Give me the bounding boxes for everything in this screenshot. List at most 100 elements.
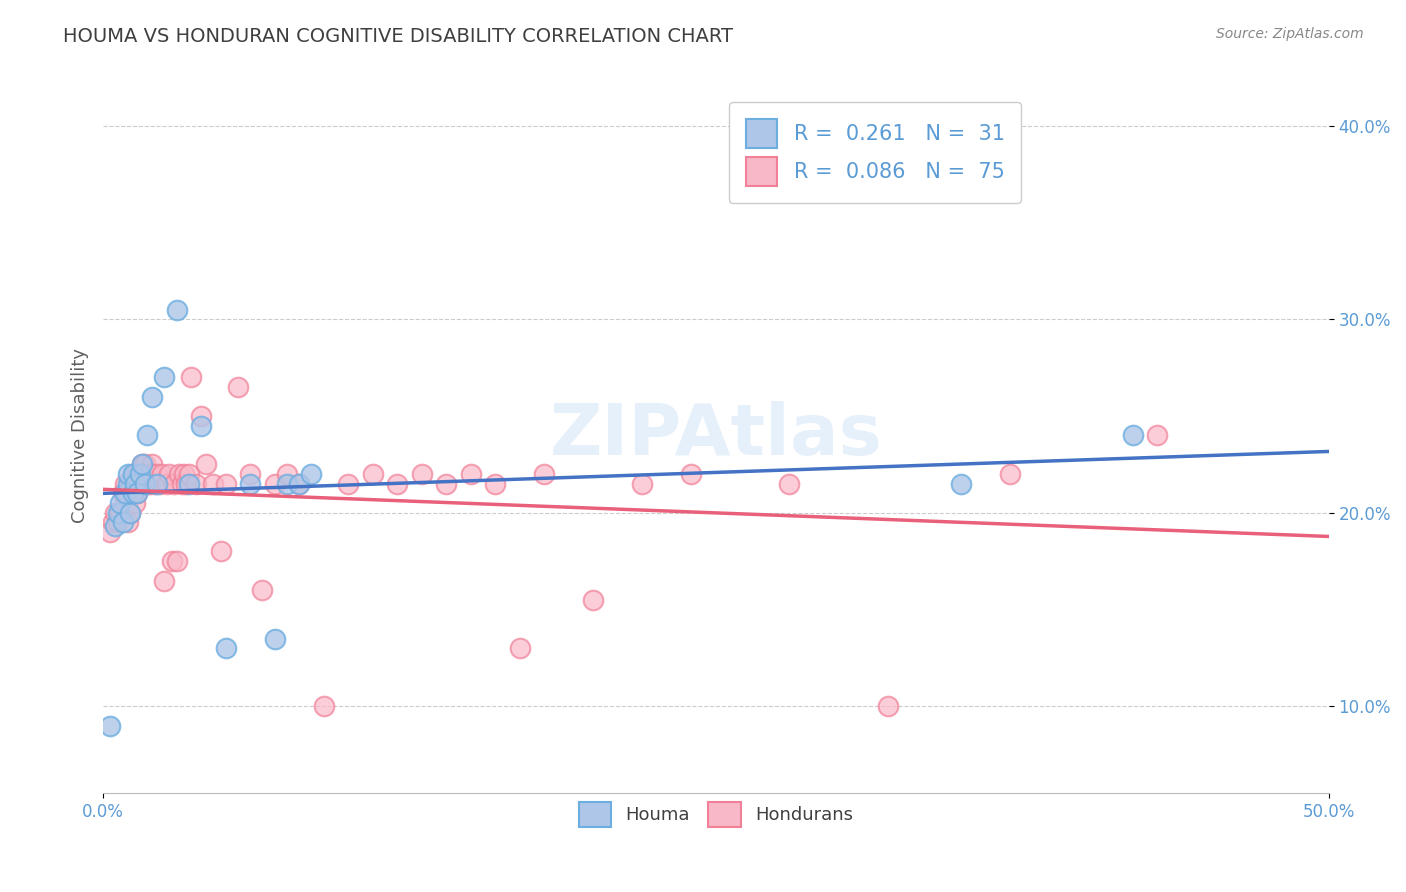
Point <box>124 476 146 491</box>
Point <box>631 476 654 491</box>
Point <box>136 476 159 491</box>
Point <box>153 574 176 588</box>
Point <box>117 467 139 481</box>
Point <box>136 428 159 442</box>
Point <box>484 476 506 491</box>
Point <box>117 476 139 491</box>
Point <box>143 476 166 491</box>
Point <box>263 476 285 491</box>
Point <box>100 525 122 540</box>
Point <box>434 476 457 491</box>
Point <box>876 699 898 714</box>
Point <box>998 467 1021 481</box>
Point <box>460 467 482 481</box>
Point <box>101 516 124 530</box>
Point <box>950 476 973 491</box>
Point <box>100 718 122 732</box>
Point <box>134 458 156 472</box>
Point <box>387 476 409 491</box>
Point <box>170 476 193 491</box>
Point <box>117 516 139 530</box>
Point <box>114 476 136 491</box>
Point <box>239 467 262 481</box>
Point <box>226 380 249 394</box>
Point <box>114 486 136 500</box>
Point <box>150 467 173 481</box>
Point <box>288 476 311 491</box>
Point <box>121 467 143 481</box>
Point <box>288 476 311 491</box>
Point <box>180 370 202 384</box>
Point <box>239 476 262 491</box>
Point <box>215 476 238 491</box>
Point <box>120 506 142 520</box>
Point <box>131 458 153 472</box>
Point <box>177 476 200 491</box>
Point <box>111 486 134 500</box>
Point <box>160 554 183 568</box>
Point <box>146 467 169 481</box>
Point <box>1122 428 1144 442</box>
Point <box>779 476 801 491</box>
Point <box>263 632 285 646</box>
Point <box>129 476 152 491</box>
Point <box>120 506 142 520</box>
Point <box>681 467 703 481</box>
Point <box>136 467 159 481</box>
Point <box>110 496 132 510</box>
Point <box>276 467 298 481</box>
Point <box>411 467 433 481</box>
Point <box>195 458 218 472</box>
Point <box>131 467 153 481</box>
Point <box>146 476 169 491</box>
Point <box>129 467 152 481</box>
Text: ZIPAtlas: ZIPAtlas <box>550 401 883 470</box>
Point <box>141 467 163 481</box>
Point <box>129 467 152 481</box>
Point <box>110 506 132 520</box>
Point <box>156 476 179 491</box>
Point <box>190 418 212 433</box>
Point <box>141 390 163 404</box>
Point <box>337 476 360 491</box>
Point <box>114 496 136 510</box>
Point <box>153 370 176 384</box>
Point <box>533 467 555 481</box>
Point <box>301 467 323 481</box>
Point <box>104 519 127 533</box>
Point <box>186 476 208 491</box>
Point <box>121 486 143 500</box>
Point <box>120 476 142 491</box>
Text: HOUMA VS HONDURAN COGNITIVE DISABILITY CORRELATION CHART: HOUMA VS HONDURAN COGNITIVE DISABILITY C… <box>63 27 734 45</box>
Point <box>121 467 143 481</box>
Point <box>209 544 232 558</box>
Point <box>167 467 190 481</box>
Point <box>111 516 134 530</box>
Point <box>134 476 156 491</box>
Point <box>176 476 198 491</box>
Point <box>163 476 186 491</box>
Point <box>509 641 531 656</box>
Point <box>141 458 163 472</box>
Text: Source: ZipAtlas.com: Source: ZipAtlas.com <box>1216 27 1364 41</box>
Point <box>104 506 127 520</box>
Point <box>166 302 188 317</box>
Point <box>173 467 195 481</box>
Point <box>202 476 225 491</box>
Point <box>252 583 274 598</box>
Point <box>177 467 200 481</box>
Point <box>127 486 149 500</box>
Point <box>124 476 146 491</box>
Point <box>107 506 129 520</box>
Point <box>1146 428 1168 442</box>
Point <box>134 476 156 491</box>
Point <box>138 467 160 481</box>
Point <box>107 516 129 530</box>
Point <box>121 486 143 500</box>
Point <box>276 476 298 491</box>
Point <box>117 486 139 500</box>
Point <box>166 554 188 568</box>
Y-axis label: Cognitive Disability: Cognitive Disability <box>72 348 89 523</box>
Point <box>131 458 153 472</box>
Legend: Houma, Hondurans: Houma, Hondurans <box>571 795 860 834</box>
